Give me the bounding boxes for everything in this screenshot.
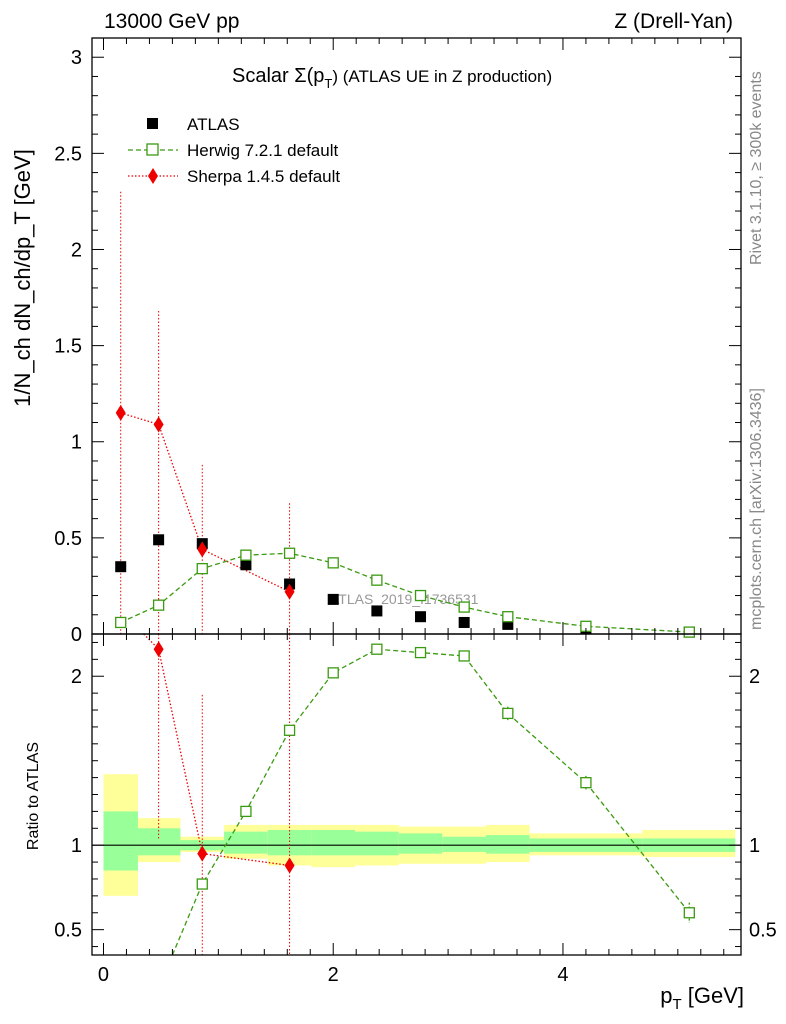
ratio-band-inner — [442, 836, 486, 852]
herwig-ratio-marker — [580, 777, 592, 789]
xlabel-unit: [GeV] — [682, 983, 744, 1008]
main-ytick-label: 0.5 — [54, 528, 82, 550]
process-label: Z (Drell-Yan) — [614, 10, 733, 33]
ratio-band-inner — [311, 829, 356, 856]
ratio-ytick-label-right: 0.5 — [749, 920, 777, 942]
ratio-ylabel: Ratio to ATLAS — [25, 742, 42, 850]
herwig-marker — [327, 557, 339, 569]
main-ytick-label: 2 — [71, 239, 82, 261]
herwig-ratio-marker — [327, 667, 339, 679]
herwig-ratio-marker — [458, 650, 470, 662]
ratio-band-inner — [137, 828, 181, 856]
herwig-marker — [502, 611, 514, 623]
herwig-marker — [414, 589, 427, 602]
plot-title: Scalar Σ(pT) (ATLAS UE in Z production) — [232, 65, 552, 91]
main-ylabel: 1/N_ch dN_ch/dp_T [GeV] — [10, 149, 35, 407]
main-ytick-label: 1 — [71, 432, 82, 454]
ratio-ytick-label-left: 2 — [71, 666, 82, 688]
main-ytick-label: 3 — [71, 47, 82, 69]
atlas-data-point — [502, 618, 514, 630]
ratio-ytick-label-left: 0.5 — [54, 920, 82, 942]
herwig-line — [120, 552, 690, 633]
ratio-ytick-label-right: 1 — [749, 835, 760, 857]
atlas-data-point — [327, 593, 339, 605]
ratio-band-inner — [355, 831, 399, 856]
sherpa-marker — [197, 541, 208, 558]
ratio-ytick-label-right: 2 — [749, 666, 760, 688]
atlas-data-point — [415, 611, 427, 623]
ratio-ytick-label-left: 1 — [71, 835, 82, 857]
herwig-marker — [283, 547, 296, 559]
legend-atlas-marker — [147, 118, 158, 129]
atlas-data-point — [458, 616, 470, 628]
plot-title-sub: T — [324, 76, 332, 91]
atlas-data-point — [153, 534, 165, 546]
ratio-band-inner — [224, 831, 268, 854]
sherpa-marker — [115, 404, 126, 421]
herwig-ratio-line — [171, 648, 690, 956]
ratio-band-inner — [103, 811, 138, 871]
sherpa-line — [120, 412, 290, 593]
herwig-ratio-marker — [240, 805, 252, 818]
herwig-marker — [115, 616, 127, 629]
legend: ATLAS Herwig 7.2.1 default Sherpa 1.4.5 … — [128, 115, 340, 186]
herwig-marker — [458, 601, 470, 613]
mcplots-label: mcplots.cern.ch [arXiv:1306.3436] — [748, 388, 765, 630]
xtick-label: 0 — [98, 964, 109, 986]
plot-layer: 0 0.5 1 1.5 2 2.5 3 0.5 0.5 1 1 2 2 0 2 4 — [54, 37, 777, 986]
ratio-plot-frame — [91, 633, 742, 956]
herwig-marker — [240, 549, 252, 561]
energy-label: 13000 GeV pp — [104, 10, 239, 33]
ratio-band-inner — [485, 835, 530, 854]
atlas-data-point — [115, 561, 127, 573]
atlas-data-point — [240, 559, 252, 571]
legend-herwig-marker — [146, 143, 159, 156]
rivet-version-label: Rivet 3.1.10, ≥ 300k events — [748, 71, 765, 265]
ratio-band-inner — [398, 833, 443, 854]
herwig-ratio-marker — [196, 878, 208, 890]
xlabel-main: p — [660, 983, 672, 1008]
herwig-marker — [683, 626, 695, 638]
herwig-ratio-marker — [414, 646, 427, 659]
herwig-marker — [371, 574, 383, 586]
xlabel: pT [GeV] — [660, 983, 744, 1013]
main-ytick-label: 0 — [71, 624, 82, 646]
sherpa-marker — [284, 583, 295, 600]
atlas-data-point — [371, 605, 383, 617]
main-ytick-label: 1.5 — [54, 336, 82, 358]
herwig-ratio-marker — [283, 724, 296, 736]
plot-title-suffix: ) (ATLAS UE in Z production) — [332, 67, 552, 86]
xtick-label: 2 — [328, 964, 339, 986]
legend-sherpa-marker — [148, 168, 158, 184]
legend-atlas-label: ATLAS — [187, 115, 240, 134]
legend-sherpa-label: Sherpa 1.4.5 default — [187, 167, 340, 186]
sherpa-ratio-marker — [153, 641, 164, 658]
legend-herwig-label: Herwig 7.2.1 default — [187, 141, 338, 160]
herwig-ratio-marker — [683, 907, 695, 919]
analysis-watermark: ATLAS_2019_I1736531 — [330, 591, 479, 607]
herwig-marker — [196, 562, 208, 575]
main-ytick-label: 2.5 — [54, 143, 82, 165]
sherpa-marker — [153, 416, 164, 433]
sherpa-ratio-marker — [284, 857, 295, 874]
sherpa-ratio-line — [143, 633, 290, 867]
herwig-ratio-marker — [502, 707, 514, 720]
herwig-marker — [152, 599, 165, 611]
xlabel-sub: T — [672, 996, 681, 1013]
herwig-ratio-marker — [371, 643, 383, 655]
plot-title-prefix: Scalar Σ(p — [232, 65, 324, 87]
sherpa-ratio-marker — [197, 845, 208, 862]
xtick-label: 4 — [557, 964, 568, 986]
